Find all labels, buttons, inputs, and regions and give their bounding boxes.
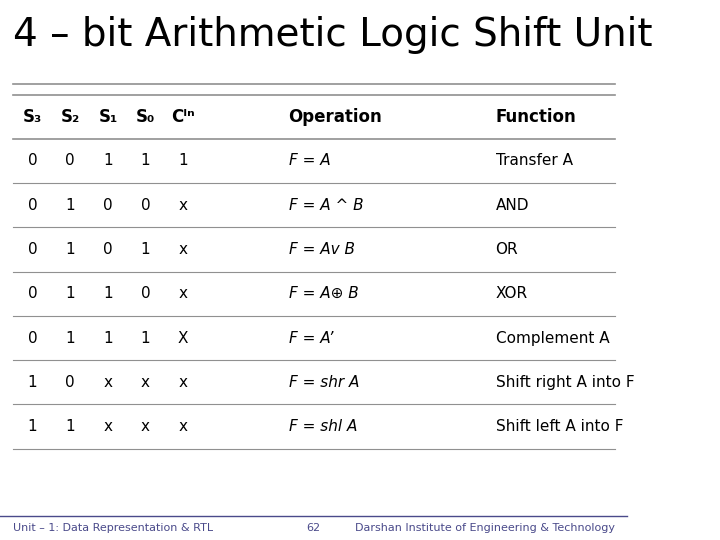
Text: F = Av B: F = Av B xyxy=(289,242,354,257)
Text: x: x xyxy=(179,242,188,257)
Text: Operation: Operation xyxy=(289,107,382,126)
Text: x: x xyxy=(179,419,188,434)
Text: 0: 0 xyxy=(28,198,37,213)
Text: Transfer A: Transfer A xyxy=(495,153,572,168)
Text: S₂: S₂ xyxy=(60,107,80,126)
Text: 0: 0 xyxy=(28,242,37,257)
Text: 1: 1 xyxy=(103,330,113,346)
Text: 1: 1 xyxy=(66,330,75,346)
Text: 1: 1 xyxy=(66,419,75,434)
Text: F = shl A: F = shl A xyxy=(289,419,357,434)
Text: AND: AND xyxy=(495,198,529,213)
Text: 1: 1 xyxy=(103,153,113,168)
Text: Darshan Institute of Engineering & Technology: Darshan Institute of Engineering & Techn… xyxy=(355,523,615,533)
Text: x: x xyxy=(104,419,112,434)
Text: 0: 0 xyxy=(103,242,113,257)
Text: x: x xyxy=(141,375,150,390)
Text: X: X xyxy=(178,330,189,346)
Text: F = A⊕ B: F = A⊕ B xyxy=(289,286,359,301)
Text: x: x xyxy=(104,375,112,390)
Text: 1: 1 xyxy=(66,286,75,301)
Text: 0: 0 xyxy=(66,375,75,390)
Text: F = A: F = A xyxy=(289,153,330,168)
Text: 0: 0 xyxy=(66,153,75,168)
Text: XOR: XOR xyxy=(495,286,528,301)
Text: 1: 1 xyxy=(140,153,150,168)
Text: S₃: S₃ xyxy=(23,107,42,126)
Text: x: x xyxy=(141,419,150,434)
Text: 0: 0 xyxy=(103,198,113,213)
Text: 1: 1 xyxy=(103,286,113,301)
Text: 0: 0 xyxy=(28,286,37,301)
Text: Shift right A into F: Shift right A into F xyxy=(495,375,634,390)
Text: 1: 1 xyxy=(66,198,75,213)
Text: 0: 0 xyxy=(28,153,37,168)
Text: 1: 1 xyxy=(179,153,188,168)
Text: F = A’: F = A’ xyxy=(289,330,333,346)
Text: 0: 0 xyxy=(140,286,150,301)
Text: F = A ^ B: F = A ^ B xyxy=(289,198,363,213)
Text: Unit – 1: Data Representation & RTL: Unit – 1: Data Representation & RTL xyxy=(12,523,212,533)
Text: x: x xyxy=(179,286,188,301)
Text: 1: 1 xyxy=(140,330,150,346)
Text: Function: Function xyxy=(495,107,576,126)
Text: S₀: S₀ xyxy=(136,107,156,126)
Text: Cᴵⁿ: Cᴵⁿ xyxy=(171,107,195,126)
Text: Shift left A into F: Shift left A into F xyxy=(495,419,623,434)
Text: 1: 1 xyxy=(28,419,37,434)
Text: F = shr A: F = shr A xyxy=(289,375,359,390)
Text: 4 – bit Arithmetic Logic Shift Unit: 4 – bit Arithmetic Logic Shift Unit xyxy=(12,16,652,54)
Text: x: x xyxy=(179,375,188,390)
Text: 1: 1 xyxy=(28,375,37,390)
Text: S₁: S₁ xyxy=(98,107,117,126)
Text: 1: 1 xyxy=(140,242,150,257)
Text: OR: OR xyxy=(495,242,518,257)
Text: 0: 0 xyxy=(140,198,150,213)
Text: 0: 0 xyxy=(28,330,37,346)
Text: 1: 1 xyxy=(66,242,75,257)
Text: x: x xyxy=(179,198,188,213)
Text: 62: 62 xyxy=(307,523,320,533)
Text: Complement A: Complement A xyxy=(495,330,609,346)
